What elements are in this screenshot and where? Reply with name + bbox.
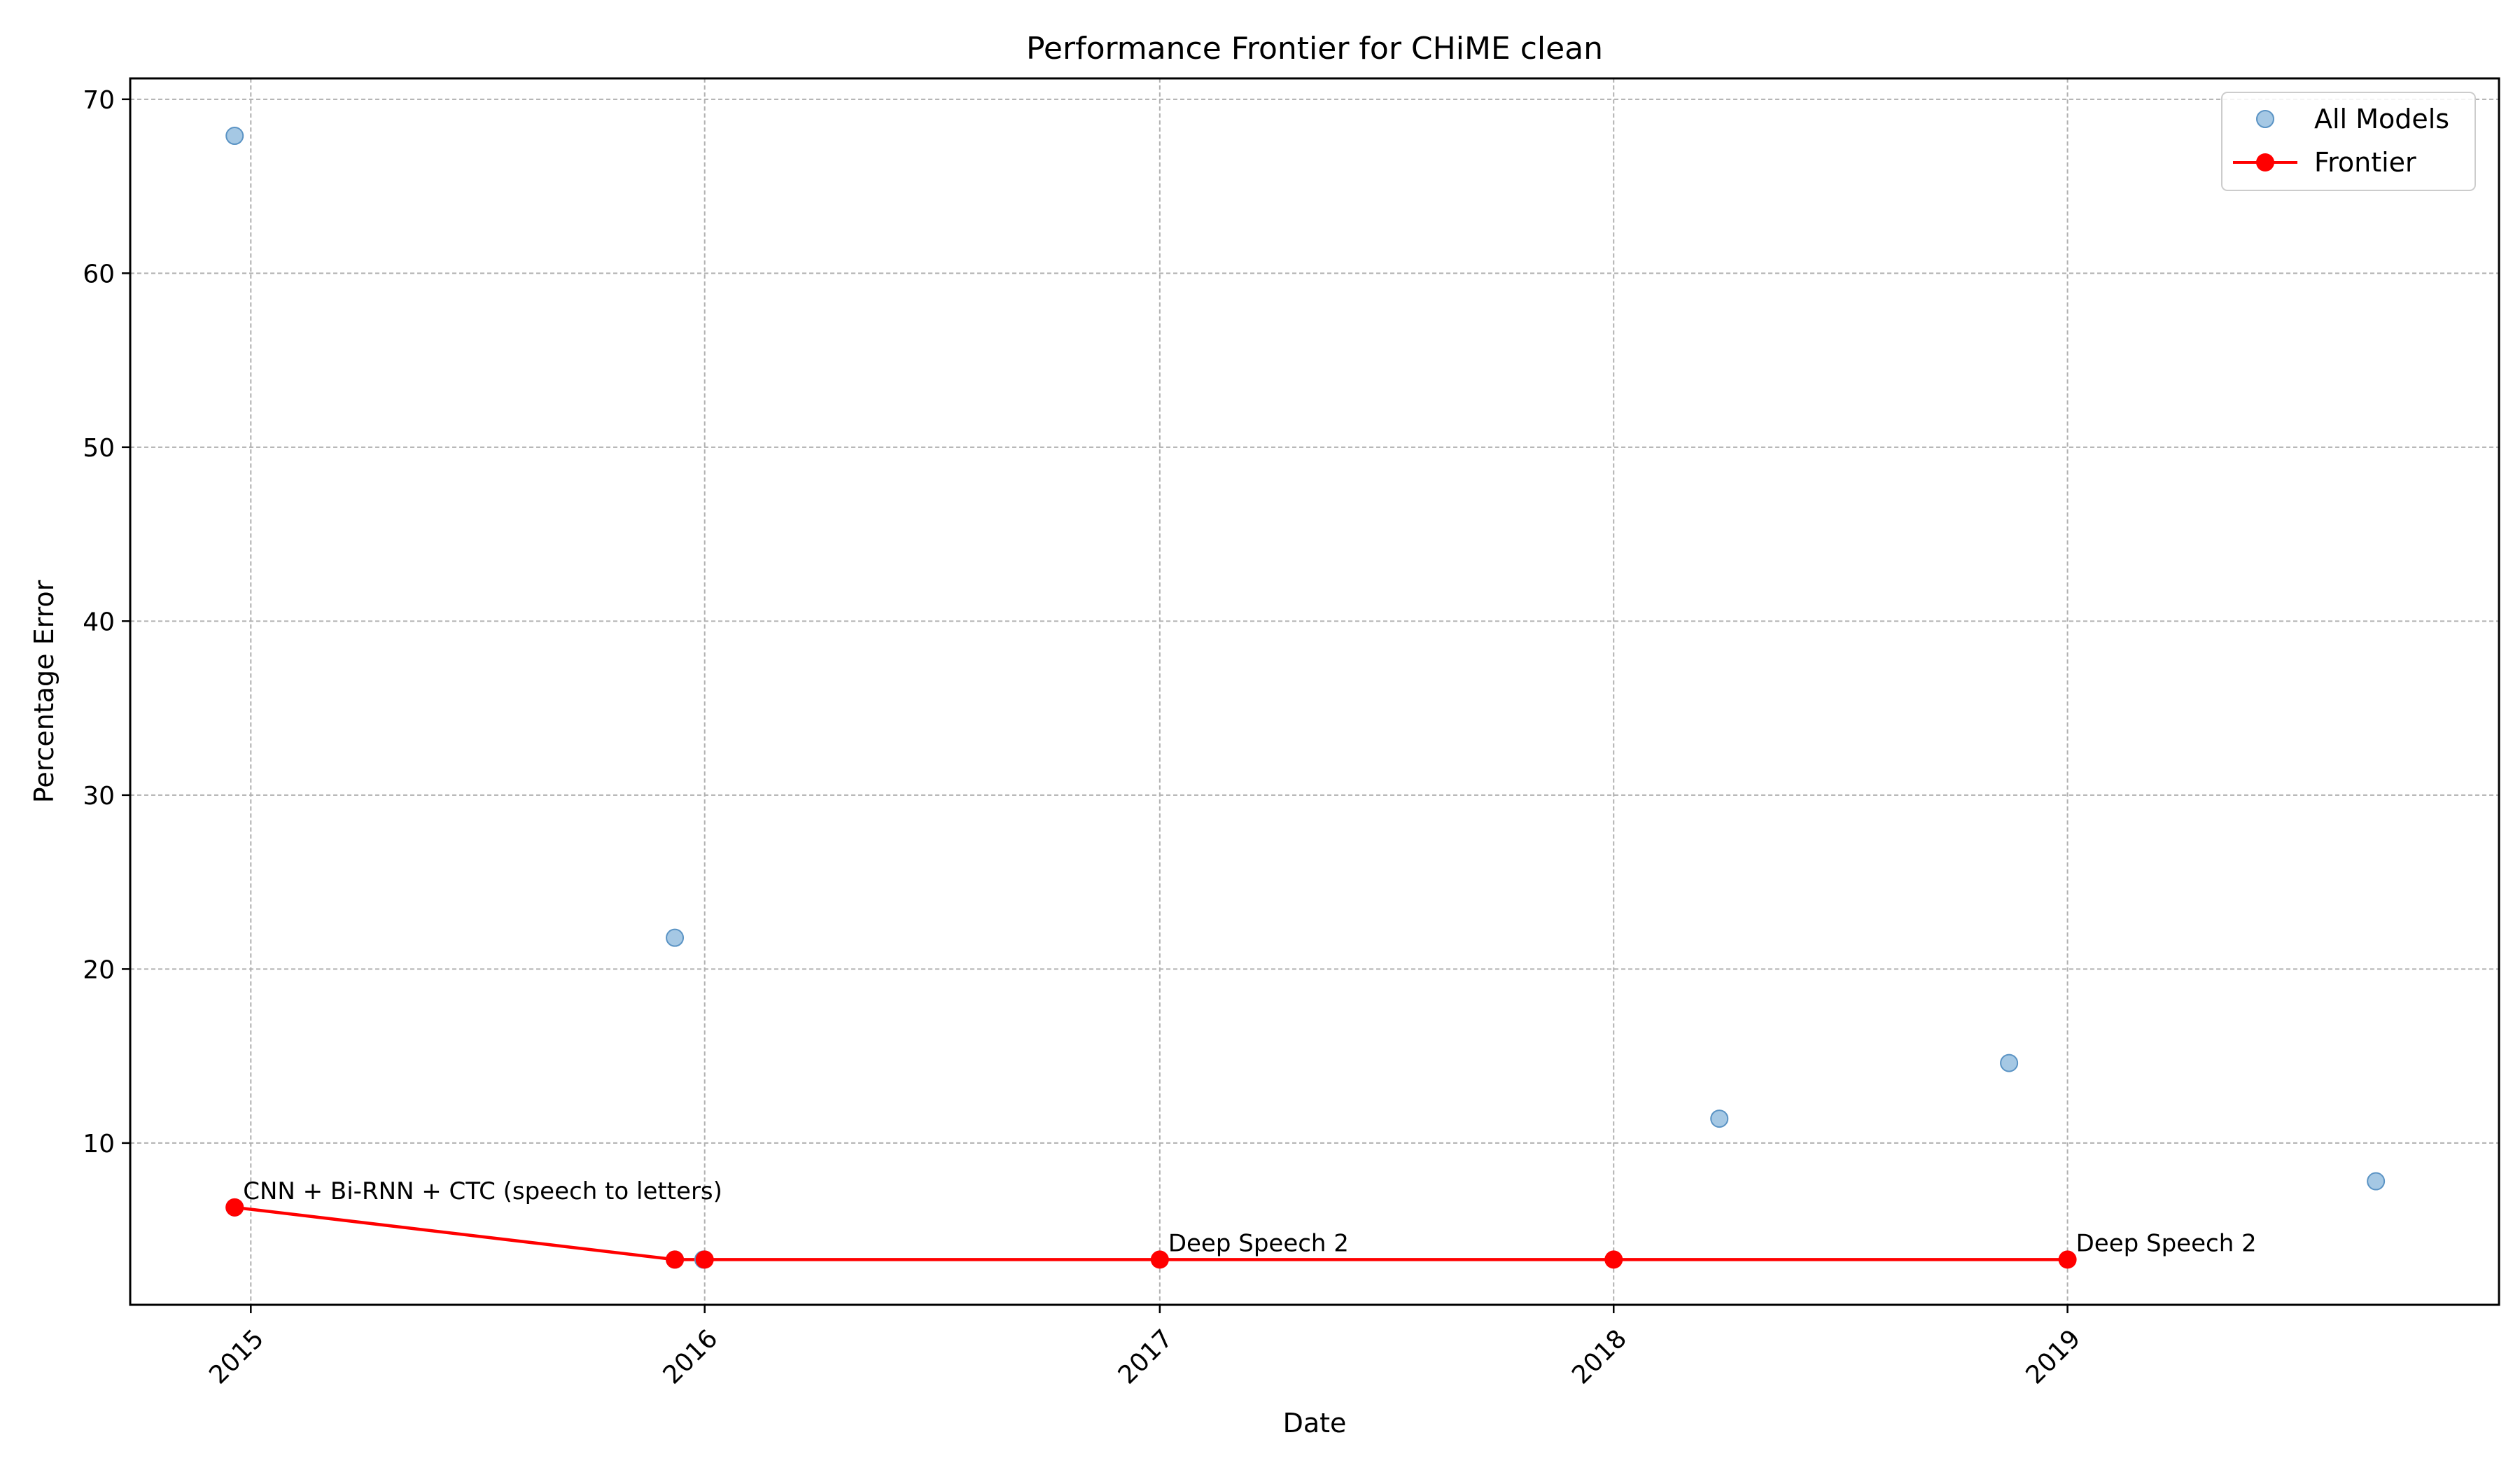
y-tick-40: 40: [83, 608, 130, 636]
frontier-point: [666, 1250, 685, 1269]
x-tick-2017: 2017: [1113, 1305, 1179, 1390]
y-tick-label: 50: [83, 434, 115, 463]
x-tick-label: 2018: [1567, 1324, 1632, 1390]
y-tick-20: 20: [83, 955, 130, 984]
x-tick-label: 2016: [658, 1324, 724, 1390]
y-axis-label: Percentage Error: [29, 580, 59, 803]
y-tick-10: 10: [83, 1130, 130, 1158]
all-models-point: [2000, 1054, 2019, 1072]
x-tick-2016: 2016: [658, 1305, 724, 1390]
x-axis-ticks: 2015 2016 2017 2018 2019: [204, 1305, 2086, 1390]
x-axis-label: Date: [1283, 1408, 1347, 1438]
y-tick-30: 30: [83, 782, 130, 811]
frontier-line: [234, 1205, 2068, 1261]
y-axis-ticks: 10 20 30 40 50 60 70: [83, 86, 130, 1158]
frontier-polyline: [234, 1205, 2068, 1261]
legend-marker-all-models: [2256, 110, 2274, 128]
grid-lines: [130, 78, 2499, 1305]
all-models-point: [225, 127, 244, 146]
annotations: CNN + Bi-RNN + CTC (speech to letters) De…: [243, 1177, 2256, 1258]
frontier-point: [1150, 1250, 1169, 1269]
all-models-point: [2367, 1172, 2386, 1191]
frontier-point: [695, 1250, 714, 1269]
y-tick-label: 40: [83, 608, 115, 636]
y-tick-50: 50: [83, 434, 130, 463]
y-tick-label: 20: [83, 955, 115, 984]
legend-label-all-models: All Models: [2314, 104, 2449, 134]
chart-title: Performance Frontier for CHiME clean: [1026, 31, 1603, 66]
x-tick-2019: 2019: [2021, 1305, 2087, 1390]
all-models-point: [666, 928, 685, 947]
legend-label-frontier: Frontier: [2314, 147, 2416, 178]
y-tick-70: 70: [83, 86, 130, 115]
point-annotation: Deep Speech 2: [2076, 1229, 2257, 1257]
frontier-point: [2058, 1250, 2077, 1269]
point-annotation: Deep Speech 2: [1168, 1229, 1349, 1257]
frontier-points: [225, 1198, 2077, 1269]
point-annotation: CNN + Bi-RNN + CTC (speech to letters): [243, 1177, 722, 1205]
x-tick-2018: 2018: [1567, 1305, 1632, 1390]
frontier-point: [225, 1198, 244, 1217]
legend-box: [2221, 92, 2476, 191]
legend-marker-frontier: [2256, 153, 2274, 172]
all-models-point: [1710, 1110, 1729, 1128]
legend: All Models Frontier: [2221, 92, 2476, 191]
frontier-point: [1604, 1250, 1623, 1269]
x-tick-2015: 2015: [204, 1305, 270, 1390]
all-models-points: [225, 127, 2386, 1269]
x-tick-label: 2019: [2021, 1324, 2087, 1390]
x-tick-label: 2015: [204, 1324, 270, 1390]
y-tick-label: 10: [83, 1130, 115, 1158]
y-tick-label: 30: [83, 782, 115, 811]
y-tick-label: 70: [83, 86, 115, 115]
y-tick-label: 60: [83, 260, 115, 288]
x-tick-label: 2017: [1113, 1324, 1179, 1390]
y-tick-60: 60: [83, 260, 130, 288]
plot-frame: [129, 77, 2500, 1306]
